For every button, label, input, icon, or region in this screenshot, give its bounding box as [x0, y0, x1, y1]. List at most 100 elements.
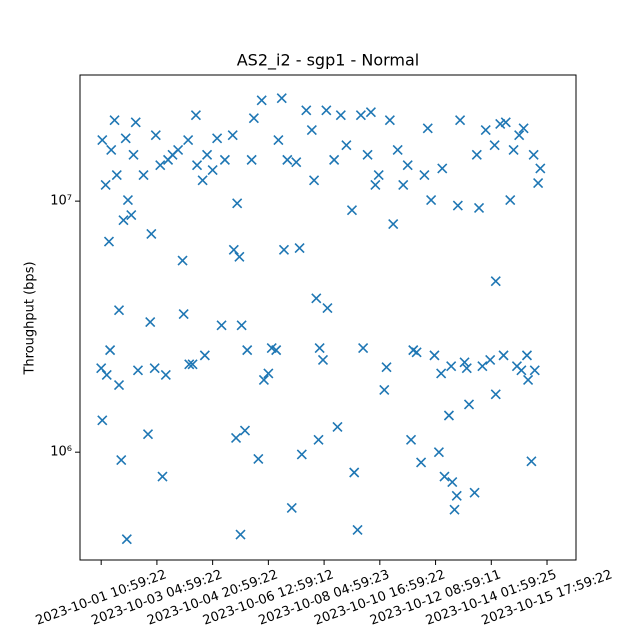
- point: [296, 449, 307, 460]
- point: [197, 175, 208, 186]
- point: [106, 144, 117, 155]
- point: [495, 118, 506, 130]
- point: [271, 345, 282, 356]
- point: [178, 308, 189, 320]
- point: [322, 303, 333, 314]
- point: [523, 374, 534, 385]
- point: [332, 421, 343, 433]
- point: [469, 487, 480, 498]
- point: [521, 350, 533, 361]
- point: [529, 365, 540, 376]
- point: [437, 163, 448, 174]
- point: [199, 350, 210, 361]
- point: [362, 149, 373, 160]
- point: [426, 194, 437, 206]
- point: [463, 399, 475, 410]
- point: [97, 415, 108, 426]
- point: [451, 490, 462, 501]
- point: [508, 144, 519, 155]
- point: [349, 467, 360, 478]
- point: [96, 363, 107, 374]
- point: [422, 123, 433, 134]
- point: [429, 350, 440, 361]
- point: [452, 200, 463, 211]
- point: [219, 154, 230, 165]
- point: [373, 170, 384, 181]
- point: [138, 170, 149, 181]
- point: [518, 123, 529, 134]
- point: [311, 293, 322, 304]
- point: [212, 133, 223, 144]
- point: [273, 135, 284, 146]
- point: [317, 354, 329, 366]
- point: [314, 342, 325, 354]
- point: [471, 149, 482, 160]
- point: [258, 374, 269, 385]
- point: [248, 113, 259, 124]
- point: [329, 154, 340, 165]
- point: [398, 179, 409, 191]
- point: [446, 361, 457, 372]
- point: [132, 365, 144, 376]
- point: [187, 359, 198, 370]
- point: [239, 425, 251, 436]
- y-tick-label: 10⁷: [50, 194, 72, 209]
- point: [246, 154, 257, 165]
- point: [341, 140, 352, 151]
- point: [191, 160, 203, 171]
- point: [118, 215, 129, 226]
- point: [313, 434, 324, 445]
- point: [335, 110, 346, 121]
- point: [184, 359, 195, 370]
- point: [433, 447, 444, 458]
- point: [490, 276, 501, 287]
- point: [150, 130, 161, 141]
- point: [142, 429, 154, 440]
- point: [236, 320, 247, 331]
- point: [443, 410, 455, 421]
- point: [230, 432, 242, 443]
- plot-frame: [79, 74, 577, 561]
- point: [485, 354, 496, 366]
- point: [291, 157, 302, 168]
- point: [278, 244, 290, 255]
- point: [145, 316, 156, 328]
- point: [183, 135, 194, 146]
- point: [370, 179, 381, 191]
- point: [490, 389, 501, 400]
- point: [227, 130, 238, 141]
- point: [449, 504, 460, 515]
- point: [381, 362, 392, 373]
- point: [514, 130, 525, 141]
- point: [256, 95, 267, 106]
- point: [235, 529, 246, 540]
- point: [276, 93, 287, 104]
- point: [149, 363, 160, 374]
- point: [505, 194, 516, 206]
- point: [309, 175, 320, 186]
- point: [365, 107, 376, 118]
- point: [419, 170, 430, 181]
- point: [113, 305, 125, 316]
- point: [130, 117, 141, 128]
- point: [263, 368, 274, 379]
- point: [111, 170, 122, 181]
- point: [384, 115, 395, 126]
- point: [402, 160, 413, 171]
- point: [160, 369, 171, 381]
- y-tick-label: 10⁶: [50, 445, 72, 460]
- point: [447, 477, 458, 488]
- point: [234, 251, 245, 262]
- point: [105, 345, 116, 356]
- point: [306, 124, 317, 136]
- point: [282, 154, 293, 165]
- point: [113, 380, 125, 391]
- point: [526, 456, 537, 467]
- point: [439, 471, 450, 482]
- point: [535, 163, 546, 174]
- point: [500, 117, 511, 128]
- point: [436, 368, 447, 379]
- point: [411, 347, 422, 358]
- point: [155, 160, 166, 171]
- point: [97, 135, 108, 146]
